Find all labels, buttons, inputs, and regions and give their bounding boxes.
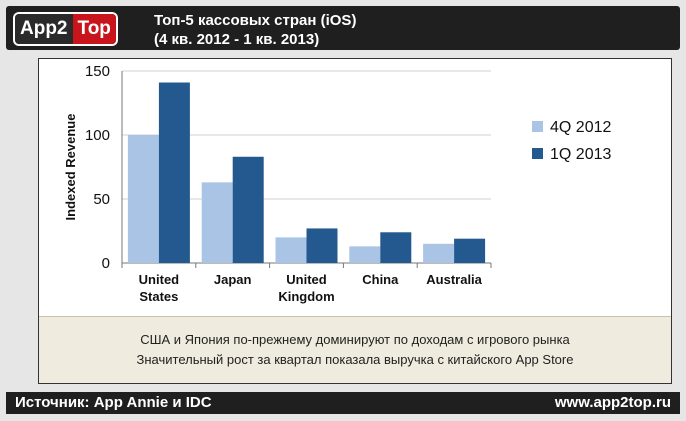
source-text: Источник: App Annie и IDC	[15, 394, 212, 411]
bar-1q-2013	[232, 156, 264, 263]
bar-4q-2012	[201, 182, 233, 263]
legend-label: 1Q 2013	[550, 146, 611, 163]
bar-4q-2012	[275, 237, 307, 263]
caption-line-2: Значительный рост за квартал показала вы…	[136, 352, 574, 367]
y-tick-label: 100	[85, 127, 110, 144]
bar-1q-2013	[454, 238, 486, 263]
bar-1q-2013	[158, 82, 190, 263]
header-bar: App2 Top Топ-5 кассовых стран (iOS) (4 к…	[6, 6, 680, 50]
site-link[interactable]: www.app2top.ru	[554, 394, 671, 411]
legend-label: 4Q 2012	[550, 119, 611, 136]
x-category-label: Japan	[214, 272, 252, 287]
footer-bar: Источник: App Annie и IDC www.app2top.ru	[6, 392, 680, 414]
logo-left-text: App2	[15, 14, 73, 44]
x-category-label: Australia	[426, 272, 482, 287]
bar-chart: 0 50 100 150 United States Japan United Kingdom C…	[63, 63, 611, 304]
chart-caption: США и Япония по-прежнему доминируют по д…	[39, 316, 671, 383]
y-tick-label: 50	[93, 191, 110, 208]
bar-4q-2012	[349, 246, 381, 263]
y-tick-label: 0	[102, 255, 110, 272]
page-title: Топ-5 кассовых стран (iOS) (4 кв. 2012 -…	[154, 11, 356, 49]
x-category-label: United	[139, 272, 180, 287]
title-line-2: (4 кв. 2012 - 1 кв. 2013)	[154, 31, 320, 48]
x-category-label: States	[139, 289, 178, 304]
title-line-1: Топ-5 кассовых стран (iOS)	[154, 12, 357, 29]
x-category-label: United	[286, 272, 327, 287]
y-axis-title: Indexed Revenue	[63, 114, 78, 221]
legend-swatch	[532, 121, 543, 132]
legend-swatch	[532, 148, 543, 159]
bar-1q-2013	[380, 232, 412, 263]
bar-4q-2012	[127, 135, 159, 263]
x-category-label: China	[362, 272, 399, 287]
y-tick-label: 150	[85, 63, 110, 80]
logo-right-text: Top	[72, 14, 116, 44]
app2top-logo[interactable]: App2 Top	[15, 14, 116, 44]
chart-panel: 0 50 100 150 United States Japan United Kingdom C…	[38, 58, 672, 384]
x-category-label: Kingdom	[278, 289, 334, 304]
caption-line-1: США и Япония по-прежнему доминируют по д…	[140, 332, 570, 347]
bar-4q-2012	[423, 243, 455, 263]
bar-1q-2013	[306, 228, 338, 263]
